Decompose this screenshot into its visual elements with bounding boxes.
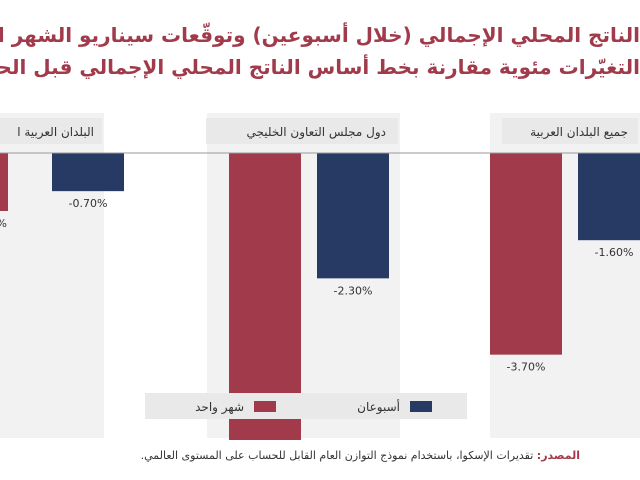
legend-label-two-weeks: أسبوعان <box>357 399 400 415</box>
category-label-2: دول مجلس التعاون الخليجي <box>247 125 387 140</box>
data-label-one_month-1: -3.70% <box>507 361 546 374</box>
bar-one_month-3 <box>0 153 8 211</box>
category-label-3: البلدان العربية ا <box>17 125 94 140</box>
bar-two_weeks-3 <box>52 153 124 192</box>
data-label-two_weeks-1: -1.60% <box>595 246 634 259</box>
bar-one_month-1 <box>490 153 562 355</box>
source-label: المصدر: <box>536 449 580 462</box>
source-note: المصدر: تقديرات الإسكوا، باستخدام نموذج … <box>141 449 580 462</box>
data-label-one_month-3: % <box>0 217 7 230</box>
chart-title-line-1: الناتج المحلي الإجمالي (خلال أسبوعين) وت… <box>0 23 640 47</box>
legend-label-one-month: شهر واحد <box>195 400 244 415</box>
bar-chart: جميع البلدان العربية دول مجلس التعاون الخ… <box>0 113 640 440</box>
legend-swatch-one-month <box>254 401 276 412</box>
category-header-box-3 <box>0 118 102 144</box>
bar-one_month-2 <box>229 153 301 440</box>
category-header-box-1 <box>502 118 638 144</box>
chart-title-line-2: التغيّرات مئوية مقارنة بخط أساس الناتج ا… <box>0 55 640 79</box>
bar-two_weeks-2 <box>317 153 389 279</box>
source-text: تقديرات الإسكوا، باستخدام نموذج التوازن … <box>140 449 534 462</box>
category-label-1: جميع البلدان العربية <box>530 125 628 140</box>
category-header-box-2 <box>206 118 398 144</box>
data-label-two_weeks-3: -0.70% <box>69 197 108 210</box>
legend-swatch-two-weeks <box>410 401 432 412</box>
bar-two_weeks-1 <box>578 153 640 241</box>
data-label-two_weeks-2: -2.30% <box>334 284 373 297</box>
